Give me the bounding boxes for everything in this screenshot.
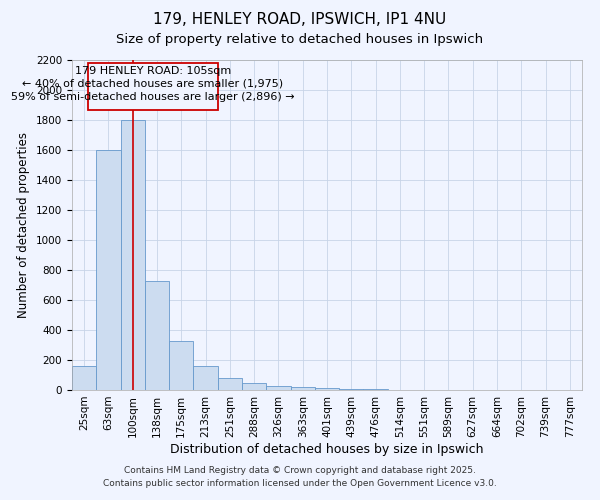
X-axis label: Distribution of detached houses by size in Ipswich: Distribution of detached houses by size … — [170, 442, 484, 456]
Bar — [315, 388, 339, 390]
Bar — [96, 150, 121, 390]
Text: 59% of semi-detached houses are larger (2,896) →: 59% of semi-detached houses are larger (… — [11, 92, 295, 102]
Bar — [193, 366, 218, 390]
Bar — [121, 120, 145, 390]
Bar — [72, 366, 96, 390]
Bar — [145, 280, 169, 390]
Text: 179 HENLEY ROAD: 105sqm: 179 HENLEY ROAD: 105sqm — [74, 66, 231, 76]
Y-axis label: Number of detached properties: Number of detached properties — [17, 132, 31, 318]
Text: ← 40% of detached houses are smaller (1,975): ← 40% of detached houses are smaller (1,… — [22, 78, 283, 89]
Text: 179, HENLEY ROAD, IPSWICH, IP1 4NU: 179, HENLEY ROAD, IPSWICH, IP1 4NU — [154, 12, 446, 28]
Text: Size of property relative to detached houses in Ipswich: Size of property relative to detached ho… — [116, 32, 484, 46]
Bar — [218, 378, 242, 390]
Bar — [242, 382, 266, 390]
Bar — [290, 387, 315, 390]
Bar — [339, 388, 364, 390]
FancyBboxPatch shape — [88, 63, 218, 110]
Bar — [169, 341, 193, 390]
Bar — [364, 389, 388, 390]
Text: Contains HM Land Registry data © Crown copyright and database right 2025.
Contai: Contains HM Land Registry data © Crown c… — [103, 466, 497, 487]
Bar — [266, 386, 290, 390]
